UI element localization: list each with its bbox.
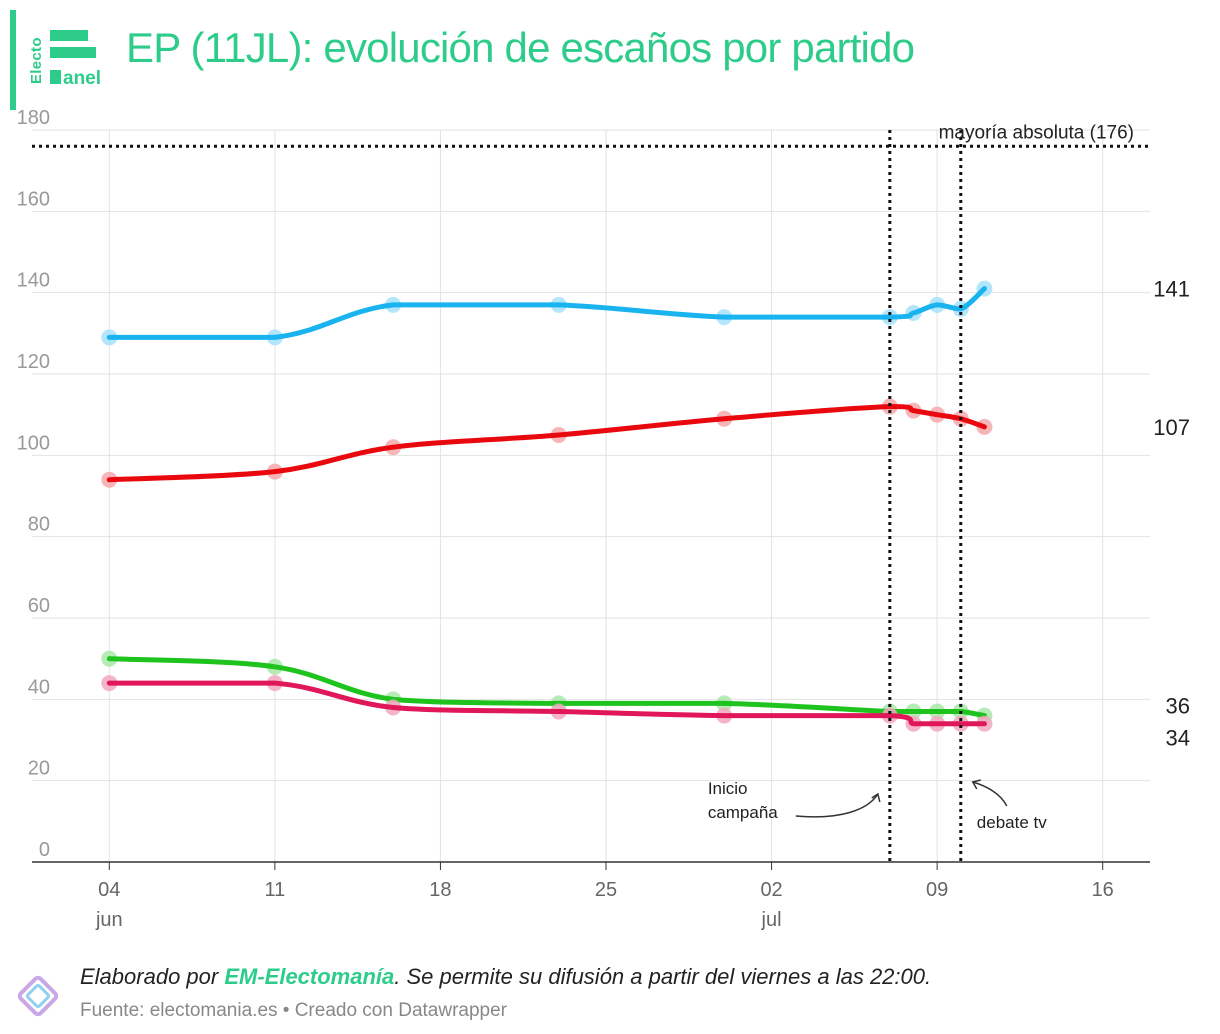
note-brand-link[interactable]: EM-Electomanía — [224, 964, 395, 989]
logo-bar-bottom — [50, 70, 61, 84]
annotation-arrowhead — [971, 779, 981, 790]
logo-bar-top — [50, 30, 88, 41]
series-line-sumar — [106, 680, 987, 727]
x-tick-label: 09 — [926, 879, 948, 901]
x-tick-label: 02 — [760, 879, 782, 901]
logo-bar-middle — [50, 47, 96, 58]
x-tick-sublabel: jul — [761, 909, 782, 931]
annotation-inicio-campana: campaña — [708, 803, 778, 822]
y-tick-label: 60 — [28, 595, 50, 617]
logo-text-bottom: anel — [63, 68, 102, 89]
logo-text-vertical: Electo — [28, 37, 45, 84]
x-tick-sublabel: jun — [95, 909, 123, 931]
note-prefix: Elaborado por — [80, 964, 225, 989]
footer: Elaborado por EM-Electomanía. Se permite… — [0, 950, 1220, 1034]
end-label-psoe: 107 — [1153, 415, 1190, 440]
annotation-inicio-campana: Inicio — [708, 779, 748, 798]
footer-source: Fuente: electomania.es • Creado con Data… — [80, 1000, 507, 1021]
end-label-pp: 141 — [1153, 277, 1190, 302]
y-tick-label: 180 — [17, 110, 50, 129]
x-tick-label: 16 — [1092, 879, 1114, 901]
end-label-sumar: 34 — [1166, 726, 1190, 751]
y-tick-label: 120 — [17, 351, 50, 373]
annotation-debate-tv: debate tv — [977, 813, 1047, 832]
accent-bar — [10, 10, 16, 110]
y-tick-label: 160 — [17, 188, 50, 210]
annotation-arrowhead — [871, 792, 881, 803]
x-tick-label: 04 — [98, 879, 120, 901]
y-tick-label: 0 — [39, 839, 50, 861]
note-suffix: . Se permite su difusión a partir del vi… — [394, 964, 932, 989]
y-tick-label: 100 — [17, 432, 50, 454]
header: Electo anel EP (11JL): evolución de esca… — [0, 0, 1220, 110]
series-line-vox — [106, 656, 987, 719]
end-label-vox: 36 — [1166, 694, 1190, 719]
x-tick-label: 18 — [429, 879, 451, 901]
annotation-arrow — [972, 781, 1008, 807]
annotation-arrow — [795, 793, 879, 818]
electomania-logo-icon — [17, 975, 59, 1017]
line-chart: 0 20 40 60 80 100 120 140 160 180 04 jun 11 18 25 02 jul… — [17, 110, 1190, 931]
series-line-psoe — [106, 404, 987, 483]
chart-title: EP (11JL): evolución de escaños por part… — [126, 24, 915, 71]
y-tick-label: 80 — [28, 514, 50, 536]
x-tick-label: 11 — [264, 879, 285, 901]
x-tick-label: 25 — [595, 879, 617, 901]
y-tick-label: 40 — [28, 676, 50, 698]
y-tick-label: 20 — [28, 758, 50, 780]
majority-label: mayoría absoluta (176) — [939, 122, 1134, 143]
electopanel-logo: Electo anel — [28, 22, 108, 94]
series-line-pp — [106, 286, 987, 340]
footer-note: Elaborado por EM-Electomanía. Se permite… — [80, 964, 931, 990]
y-tick-label: 140 — [17, 270, 50, 292]
